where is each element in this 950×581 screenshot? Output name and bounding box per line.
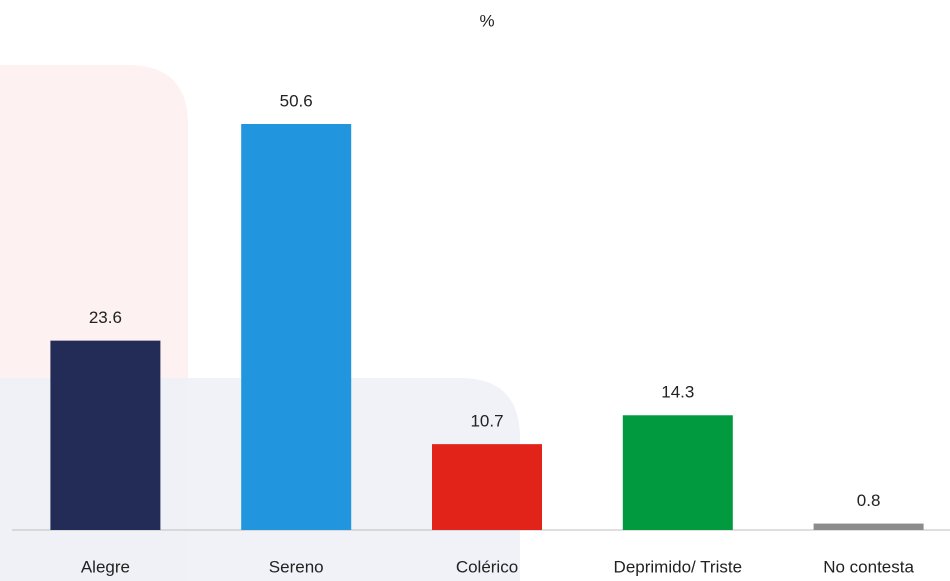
x-tick-label: Alegre <box>81 557 130 576</box>
bar <box>813 523 924 530</box>
x-tick-label: Colérico <box>456 557 518 576</box>
x-tick-label: Sereno <box>269 557 324 576</box>
value-label: 23.6 <box>89 308 122 327</box>
bar <box>622 415 733 530</box>
value-label: 10.7 <box>470 412 503 431</box>
value-label: 0.8 <box>857 491 881 510</box>
bar <box>432 444 542 530</box>
value-label: 14.3 <box>661 383 694 402</box>
x-tick-label: No contesta <box>823 557 914 576</box>
chart-title: % <box>479 11 494 30</box>
bar <box>241 124 352 530</box>
value-label: 50.6 <box>280 91 313 110</box>
bar <box>50 340 161 530</box>
x-tick-label: Deprimido/ Triste <box>614 557 742 576</box>
